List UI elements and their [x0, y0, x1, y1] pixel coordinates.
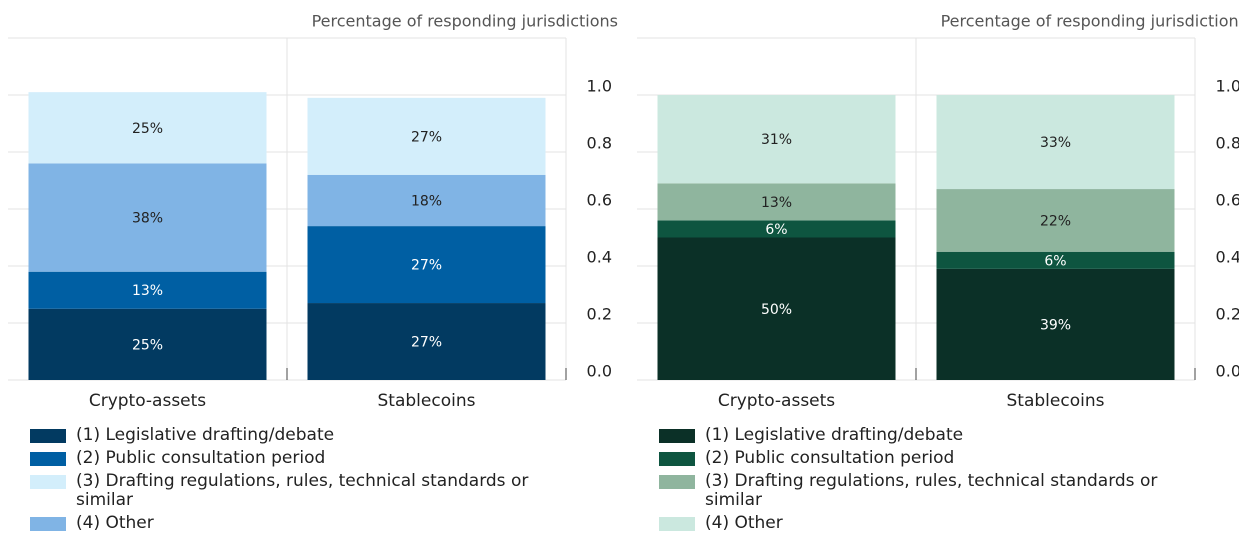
bar-segment — [936, 189, 1175, 252]
x-tick-label: Stablecoins — [1007, 391, 1105, 411]
value-label: 13% — [132, 283, 163, 299]
legend-label: (1) Legislative drafting/debate — [76, 425, 335, 445]
y-tick-label: 1.0 — [1216, 77, 1239, 96]
y-tick-label: 0.2 — [587, 305, 612, 324]
value-label: 39% — [1040, 317, 1071, 333]
x-tick-label: Stablecoins — [378, 391, 476, 411]
value-label: 22% — [1040, 213, 1071, 229]
legend-swatch — [30, 452, 66, 466]
bar-segment — [657, 237, 896, 380]
y-tick-label: 0.4 — [1216, 248, 1239, 267]
legend-label: (4) Other — [705, 513, 783, 533]
bar-segment — [936, 268, 1175, 380]
bar-segment — [28, 92, 267, 164]
bar-segment — [657, 220, 896, 238]
bar-segment — [307, 226, 546, 304]
legend-item: (4) Other — [30, 514, 590, 533]
legend-swatch — [659, 452, 695, 466]
legend-item: (2) Public consultation period — [659, 449, 1219, 468]
legend-swatch — [30, 517, 66, 531]
legend-swatch — [30, 429, 66, 443]
bar-segment — [657, 95, 896, 184]
legend-item: (4) Other — [659, 514, 1219, 533]
bar-segment — [307, 97, 546, 175]
y-tick-label: 0.4 — [587, 248, 612, 267]
legend-swatch — [659, 517, 695, 531]
bar-segment — [657, 183, 896, 221]
value-label: 31% — [761, 132, 792, 148]
legend-label: (3) Drafting regulations, rules, technic… — [76, 471, 529, 510]
value-label: 6% — [765, 222, 787, 238]
legend-item: (2) Public consultation period — [30, 449, 590, 468]
chart: Percentage of responding jurisdictions 0.… — [8, 12, 1239, 411]
value-label: 38% — [132, 211, 163, 227]
value-label: 25% — [132, 121, 163, 137]
legend-label: (4) Other — [76, 513, 154, 533]
bar-segment — [307, 303, 546, 380]
y-tick-label: 0.8 — [1216, 134, 1239, 153]
legend-label: (1) Legislative drafting/debate — [705, 425, 964, 445]
bar-segment — [936, 95, 1175, 190]
x-tick-label: Crypto-assets — [718, 391, 835, 411]
legend-label: (2) Public consultation period — [76, 448, 326, 468]
value-label: 33% — [1040, 135, 1071, 151]
bar-segment — [307, 174, 546, 227]
legend-item: (1) Legislative drafting/debate — [659, 426, 1219, 445]
axis-title: Percentage of responding jurisdictions — [941, 12, 1239, 31]
y-tick-label: 0.8 — [587, 134, 612, 153]
legend: (1) Legislative drafting/debate (2) Publi… — [659, 426, 1219, 537]
bar-segment — [28, 271, 267, 309]
value-label: 27% — [411, 129, 442, 145]
legend-label: (2) Public consultation period — [705, 448, 955, 468]
legend: (1) Legislative drafting/debate (2) Publi… — [30, 426, 590, 537]
legend-swatch — [30, 475, 66, 489]
y-tick-label: 0.2 — [1216, 305, 1239, 324]
legend-label: (3) Drafting regulations, rules, technic… — [705, 471, 1158, 510]
bar-segment — [936, 251, 1175, 269]
value-label: 18% — [411, 193, 442, 209]
y-tick-label: 0.0 — [587, 362, 612, 381]
bar-segment — [28, 163, 267, 272]
bar-segment — [28, 308, 267, 380]
legend-swatch — [659, 429, 695, 443]
legend-swatch — [659, 475, 695, 489]
value-label: 25% — [132, 337, 163, 353]
value-label: 6% — [1044, 253, 1066, 269]
legend-item: (3) Drafting regulations, rules, technic… — [30, 472, 590, 510]
axis-title: Percentage of responding jurisdictions — [312, 12, 618, 31]
value-label: 50% — [761, 302, 792, 318]
y-tick-label: 0.6 — [1216, 191, 1239, 210]
y-tick-label: 0.6 — [587, 191, 612, 210]
y-tick-label: 0.0 — [1216, 362, 1239, 381]
value-label: 27% — [411, 258, 442, 274]
value-label: 13% — [761, 195, 792, 211]
y-tick-label: 1.0 — [587, 77, 612, 96]
x-tick-label: Crypto-assets — [89, 391, 206, 411]
legend-item: (3) Drafting regulations, rules, technic… — [659, 472, 1219, 510]
legend-item: (1) Legislative drafting/debate — [30, 426, 590, 445]
value-label: 27% — [411, 335, 442, 351]
